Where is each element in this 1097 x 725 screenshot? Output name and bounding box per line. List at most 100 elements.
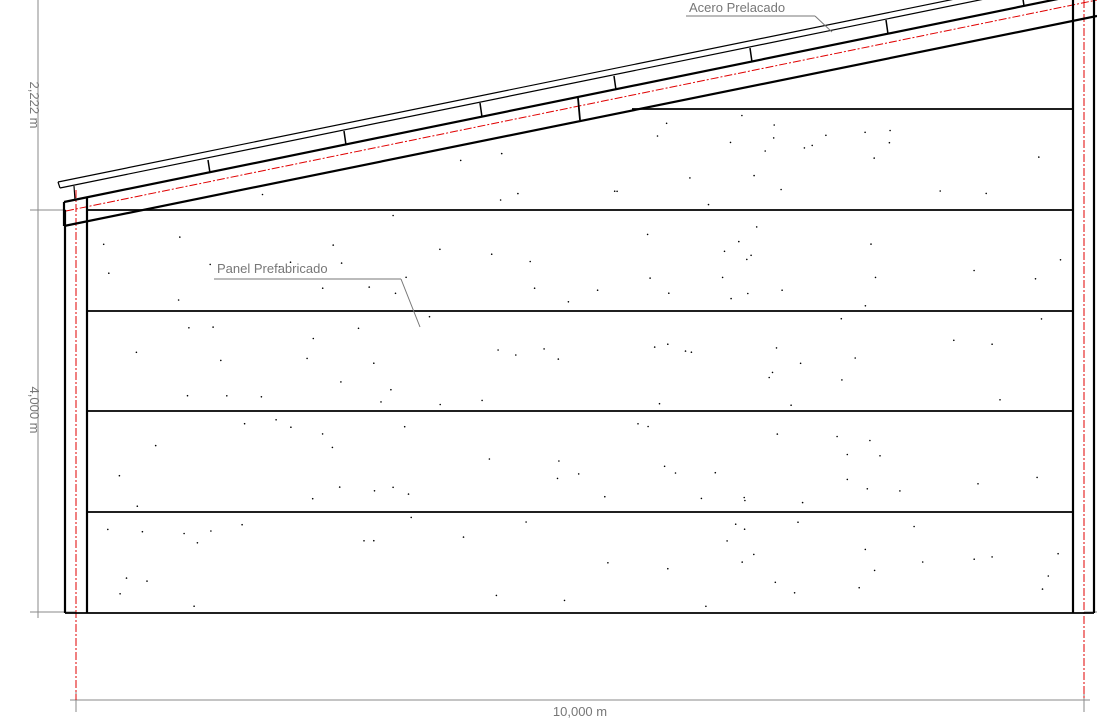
stipple-dot [210,530,212,532]
stipple-dot [490,253,493,255]
stipple-dot [311,497,314,500]
stipple-dot [481,399,483,402]
stipple-dot [306,357,308,360]
stipple-dot [1041,588,1044,590]
stipple-dot [260,396,263,398]
stipple-dot [525,521,527,523]
stipple-dot [921,561,924,563]
stipple-dot [380,401,382,403]
stipple-dot [888,141,891,144]
stipple-dot [405,276,407,279]
stipple-dot [500,152,503,155]
stipple-dot [840,317,843,320]
stipple-dot [879,455,881,457]
stipple-dot [776,433,779,435]
stipple-dot [714,471,717,474]
stipple-dot [771,371,774,374]
stipple-dot [873,157,875,159]
stipple-dot [864,131,866,134]
stipple-dot [803,147,806,149]
stipple-dot [543,348,545,350]
stipple-dot [1034,278,1037,280]
stipple-dot [690,351,693,354]
columns [63,0,1096,613]
stipple-dot [1036,476,1038,479]
stipple-dot [721,276,724,279]
stipple-dot [135,351,138,354]
stipple-dot [118,474,121,477]
stipple-dot [750,254,752,257]
stipple-dot [558,460,560,462]
stipple-dot [768,376,770,379]
stipple-dot [825,134,827,137]
stipple-dot [428,315,431,318]
stipple-dot [107,528,109,531]
stipple-dot [854,357,856,359]
stipple-dot [179,236,181,238]
stipple-dot [846,453,849,456]
stipple-dot [529,260,531,263]
stipple-dot [102,243,105,246]
stipple-dot [689,177,691,179]
stipple-dot [394,292,397,295]
stipple-dot [846,478,849,481]
stipple-dot [780,188,782,191]
roof-material-label: Acero Prelacado [689,0,785,15]
stipple-dot [649,277,651,279]
stipple-dot [439,248,441,251]
stipple-dot [730,297,732,300]
stipple-dot [793,592,796,594]
stipple-dot [743,528,746,530]
stipple-dot [193,605,195,607]
stipple-dot [331,446,334,449]
panel-stipple-texture [102,114,1062,608]
stipple-dot [373,362,375,365]
stipple-dot [368,286,371,288]
stipple-dot [1040,318,1043,320]
stipple-dot [939,190,941,192]
stipple-dot [212,326,214,328]
stipple-dot [869,439,871,442]
stipple-dot [753,553,755,556]
stipple-dot [392,214,394,217]
stipple-dot [977,483,979,485]
stipple-dot [596,289,599,292]
stipple-dot [656,135,659,137]
stipple-dot [119,593,121,595]
dimension-height-upper: 2,222 m [27,82,42,129]
stipple-dot [340,381,342,383]
stipple-dot [459,159,462,162]
stipple-dot [146,580,148,582]
stipple-dot [332,244,335,246]
stipple-dot [515,354,517,356]
stipple-dot [1059,259,1062,261]
stipple-dot [836,435,838,438]
stipple-dot [495,594,498,597]
leader-lines [214,15,833,328]
dimension-lines [30,0,1097,712]
stipple-dot [141,530,144,533]
stipple-dot [653,346,656,348]
stipple-dot [674,472,677,474]
stipple-dot [188,327,190,329]
stipple-dot [744,499,746,502]
stipple-dot [637,423,639,425]
wall-panels [65,108,1094,614]
stipple-dot [743,496,745,499]
stipple-dot [407,493,410,495]
stipple-dot [858,586,860,589]
stipple-dot [647,425,649,428]
wall-material-label: Panel Prefabricado [217,261,328,276]
stipple-dot [799,362,802,365]
stipple-dot [658,402,661,405]
stipple-dot [973,269,975,272]
stipple-dot [462,536,465,538]
stipple-dot [991,556,993,558]
stipple-dot [801,501,804,504]
stipple-dot [577,473,580,475]
stipple-dot [261,193,264,196]
dimension-width: 10,000 m [553,704,607,719]
stipple-dot [781,289,783,292]
stipple-dot [177,299,180,301]
stipple-dot [136,505,139,508]
